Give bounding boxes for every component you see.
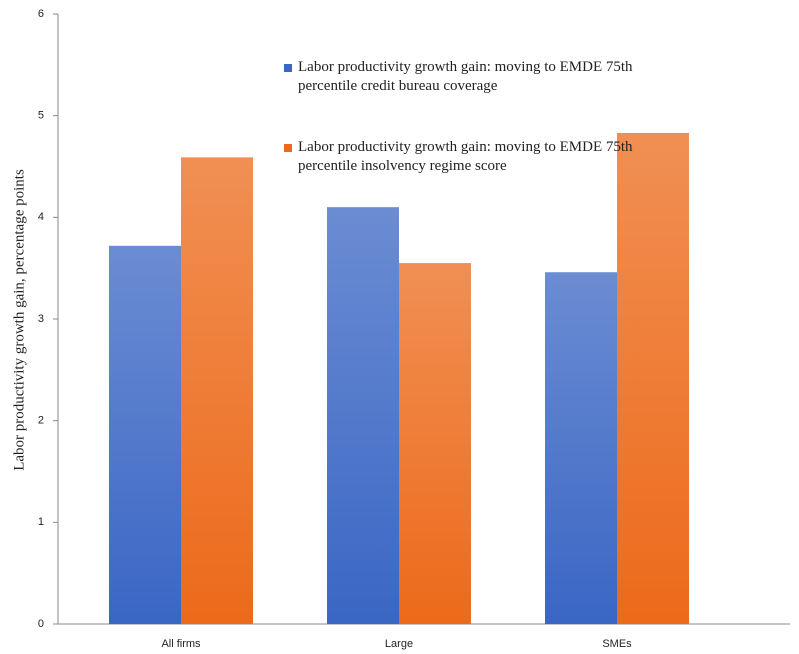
x-tick-label: All firms	[161, 638, 201, 650]
y-tick-label: 5	[38, 110, 44, 122]
y-axis-label: Labor productivity growth gain, percenta…	[11, 169, 27, 471]
legend-label: Labor productivity growth gain: moving t…	[298, 139, 633, 174]
legend-entry: Labor productivity growth gain: moving t…	[284, 138, 664, 176]
y-tick-label: 2	[38, 415, 44, 427]
bar	[327, 207, 399, 624]
legend-swatch	[284, 64, 292, 72]
bar	[545, 272, 617, 624]
bar	[109, 245, 181, 625]
x-tick-label: Large	[385, 638, 413, 650]
legend-label: Labor productivity growth gain: moving t…	[298, 59, 633, 94]
y-tick-label: 3	[38, 313, 44, 325]
legend-entry: Labor productivity growth gain: moving t…	[284, 58, 664, 96]
legend-swatch	[284, 144, 292, 152]
bar	[617, 132, 689, 624]
y-tick-label: 0	[38, 618, 44, 630]
y-tick-label: 4	[38, 211, 44, 223]
y-tick-label: 1	[38, 516, 44, 528]
bar	[399, 263, 471, 624]
x-tick-label: SMEs	[602, 638, 632, 650]
y-tick-label: 6	[38, 8, 44, 20]
bar	[181, 157, 253, 624]
